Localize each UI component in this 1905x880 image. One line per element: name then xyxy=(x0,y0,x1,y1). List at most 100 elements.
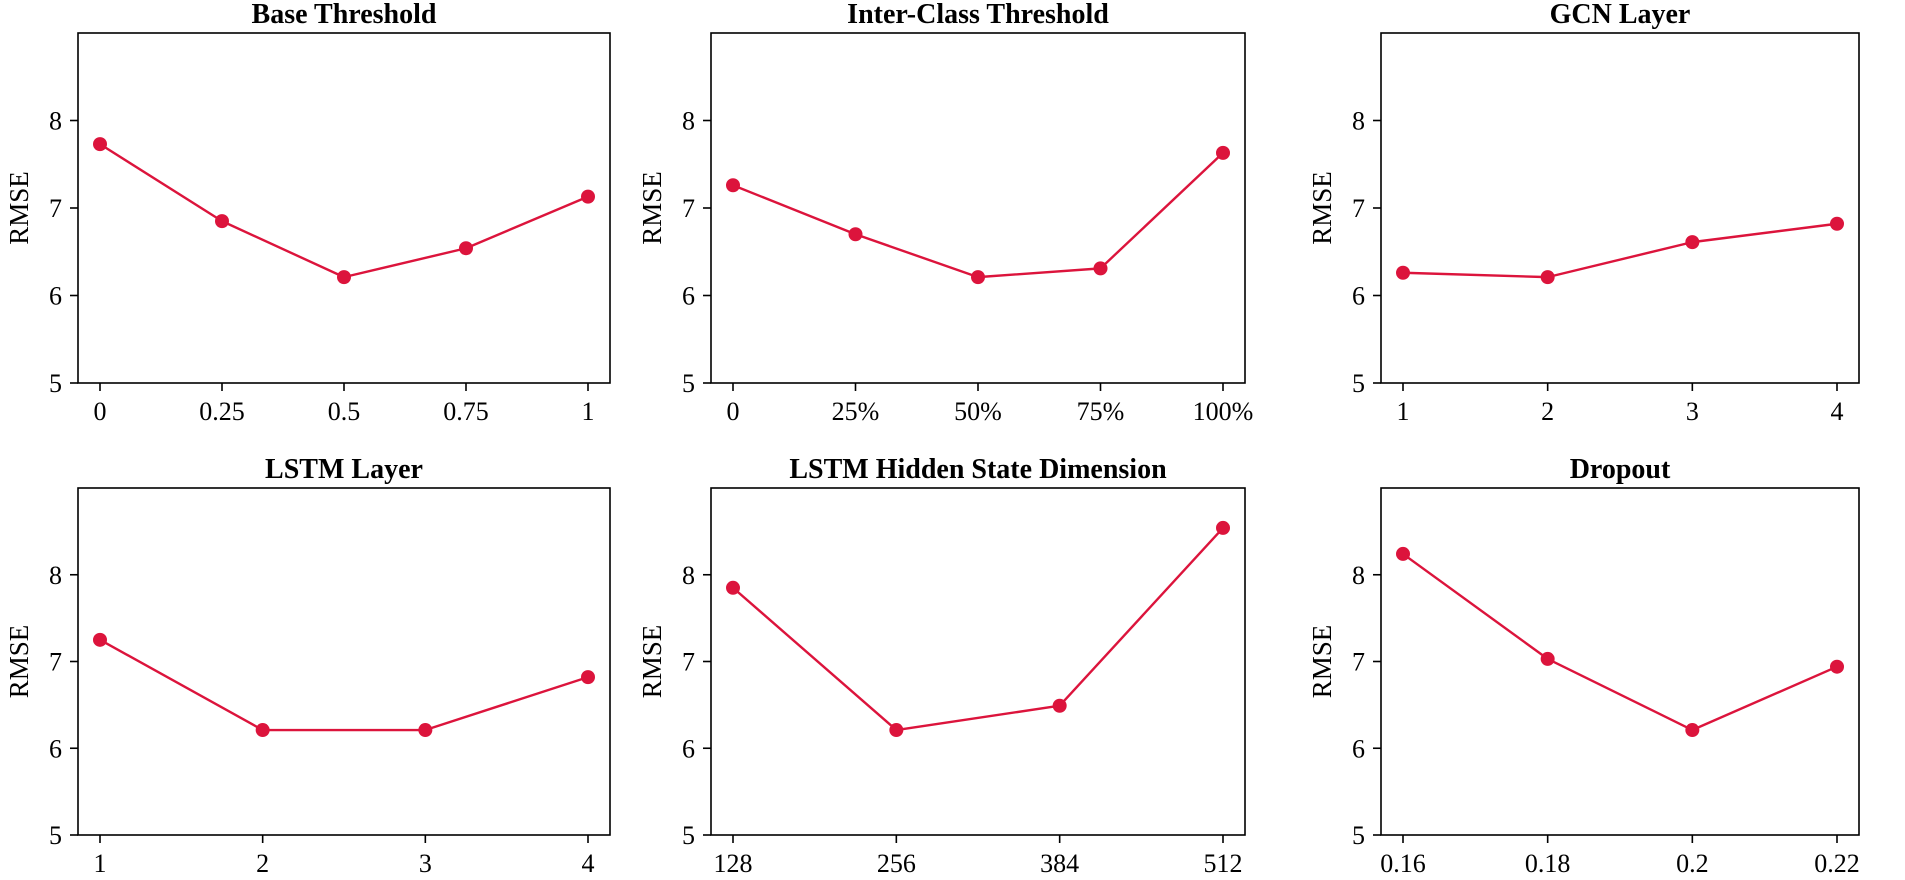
y-tick-label: 5 xyxy=(1352,821,1365,850)
chart-panel: LSTM Layer 5 6 7 8 RMSE 1 2 3 4 xyxy=(4,454,611,878)
chart-panel: Inter-Class Threshold 5 6 7 8 RMSE 0 25% 50% 75% 1… xyxy=(637,0,1253,426)
series-line xyxy=(1402,222,1838,279)
y-tick-label: 7 xyxy=(49,648,62,677)
y-axis-label: RMSE xyxy=(1307,171,1337,245)
chart-panel: Base Threshold 5 6 7 8 RMSE 0 0.25 0.5 0.75 1 xyxy=(4,0,611,426)
data-point xyxy=(1216,520,1230,535)
y-tick-label: 8 xyxy=(49,107,62,136)
x-tick-label: 0.2 xyxy=(1676,849,1709,875)
x-tick-label: 75% xyxy=(1077,397,1125,426)
series-line xyxy=(99,638,589,732)
y-tick-label: 5 xyxy=(682,821,695,850)
y-tick-label: 6 xyxy=(682,282,695,311)
data-point xyxy=(1093,261,1108,276)
data-point xyxy=(581,670,595,685)
x-tick-label: 256 xyxy=(877,849,916,875)
y-tick-label: 6 xyxy=(1352,734,1365,763)
y-axis-label: RMSE xyxy=(4,171,34,245)
y-tick-label: 5 xyxy=(1352,369,1365,398)
data-point xyxy=(726,580,740,595)
y-tick-label: 8 xyxy=(682,107,695,136)
data-point xyxy=(1540,270,1555,285)
x-tick-label: 0.18 xyxy=(1525,849,1571,875)
x-tick-label: 1 xyxy=(94,849,107,875)
x-tick-label: 2 xyxy=(1541,397,1554,426)
x-tick-label: 25% xyxy=(832,397,880,426)
x-tick-label: 2 xyxy=(256,849,269,875)
x-tick-label: 0 xyxy=(94,397,107,426)
data-point xyxy=(1052,698,1067,713)
data-point xyxy=(418,723,433,738)
y-axis-label: RMSE xyxy=(1307,625,1337,699)
data-point xyxy=(581,189,595,204)
data-point xyxy=(1830,659,1844,674)
x-tick-label: 100% xyxy=(1193,397,1254,426)
x-tick-label: 3 xyxy=(419,849,432,875)
plot-frame xyxy=(710,487,1246,836)
x-tick-label: 4 xyxy=(1831,397,1844,426)
series-line xyxy=(99,143,589,279)
data-point xyxy=(1540,651,1555,666)
chart-title: Inter-Class Threshold xyxy=(847,0,1109,30)
data-point xyxy=(255,723,270,738)
x-tick-label: 0.22 xyxy=(1814,849,1860,875)
chart-panel: Dropout 5 6 7 8 RMSE 0.16 0.18 0.2 0.22 xyxy=(1307,454,1860,878)
data-point xyxy=(1216,145,1230,160)
x-tick-label: 1 xyxy=(582,397,595,426)
x-tick-label: 128 xyxy=(714,849,753,875)
x-tick-label: 512 xyxy=(1204,849,1243,875)
y-tick-label: 6 xyxy=(49,734,62,763)
series-line xyxy=(1402,552,1838,732)
y-axis-label: RMSE xyxy=(637,625,667,699)
data-point xyxy=(1685,235,1700,250)
series-line xyxy=(732,152,1224,279)
x-tick-label: 1 xyxy=(1397,397,1410,426)
x-tick-label: 4 xyxy=(582,849,595,875)
y-tick-label: 5 xyxy=(682,369,695,398)
y-tick-label: 7 xyxy=(1352,194,1365,223)
data-point xyxy=(1396,546,1410,561)
y-tick-label: 7 xyxy=(682,194,695,223)
data-point xyxy=(726,178,740,193)
data-point xyxy=(889,723,904,738)
chart-title: GCN Layer xyxy=(1550,0,1691,30)
y-tick-label: 5 xyxy=(49,369,62,398)
chart-panel: LSTM Hidden State Dimension 5 6 7 8 RMSE 128 25… xyxy=(637,454,1246,878)
plot-frame xyxy=(77,32,611,384)
data-point xyxy=(93,632,107,647)
y-tick-label: 8 xyxy=(682,561,695,590)
plot-frame xyxy=(1380,32,1860,384)
y-axis-label: RMSE xyxy=(4,625,34,699)
plot-frame xyxy=(1380,487,1860,836)
data-point xyxy=(1396,265,1410,280)
chart-title: LSTM Layer xyxy=(265,454,423,485)
data-point xyxy=(1685,723,1700,738)
x-tick-label: 0.5 xyxy=(328,397,361,426)
chart-title: Base Threshold xyxy=(252,0,437,30)
data-point xyxy=(337,270,351,285)
data-point xyxy=(971,270,985,285)
y-tick-label: 6 xyxy=(682,734,695,763)
y-tick-label: 8 xyxy=(49,561,62,590)
y-axis-label: RMSE xyxy=(637,171,667,245)
plot-frame xyxy=(77,487,611,836)
series-line xyxy=(732,527,1224,732)
x-tick-label: 0.75 xyxy=(443,397,489,426)
chart-title: Dropout xyxy=(1570,454,1671,485)
y-tick-label: 5 xyxy=(49,821,62,850)
y-tick-label: 6 xyxy=(49,282,62,311)
y-tick-label: 8 xyxy=(1352,561,1365,590)
x-tick-label: 384 xyxy=(1040,849,1079,875)
data-point xyxy=(459,241,473,256)
x-tick-label: 50% xyxy=(954,397,1002,426)
chart-title: LSTM Hidden State Dimension xyxy=(789,454,1167,485)
x-tick-label: 0 xyxy=(727,397,740,426)
x-tick-label: 3 xyxy=(1686,397,1699,426)
data-point xyxy=(1830,216,1844,231)
y-tick-label: 6 xyxy=(1352,282,1365,311)
x-tick-label: 0.25 xyxy=(199,397,245,426)
x-tick-label: 0.16 xyxy=(1380,849,1426,875)
data-point xyxy=(848,227,863,242)
